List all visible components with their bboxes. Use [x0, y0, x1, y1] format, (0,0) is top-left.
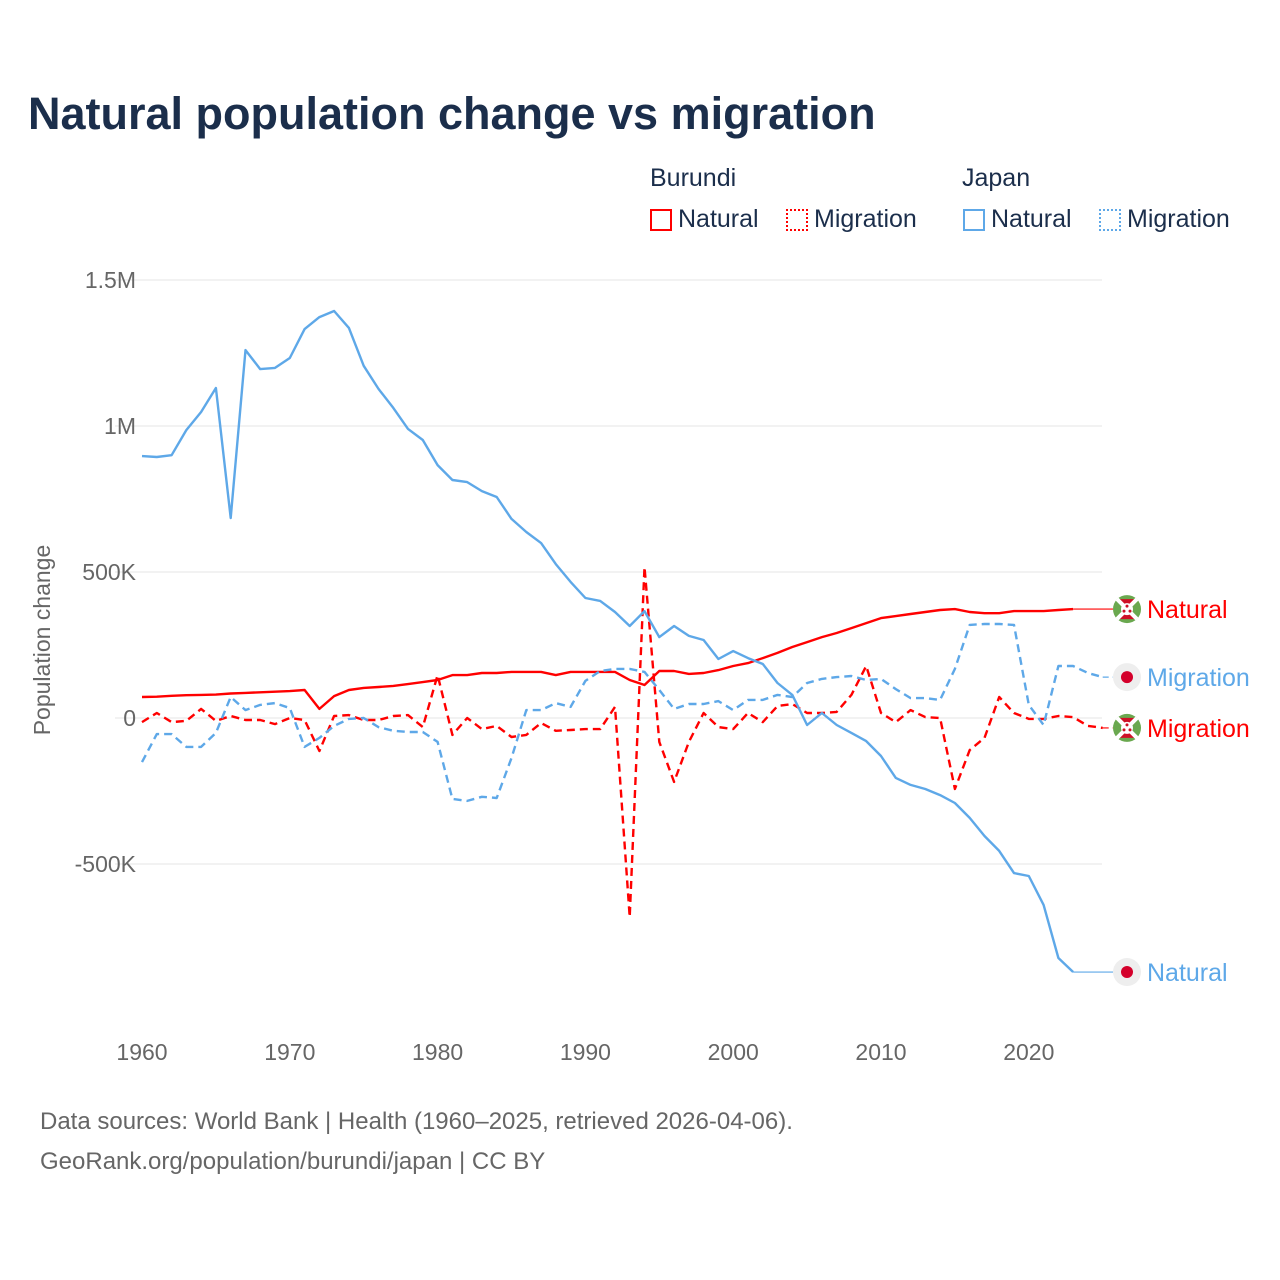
legend-japan-migration[interactable]: Migration	[1099, 205, 1230, 234]
legend-group-burundi: Burundi	[650, 164, 737, 192]
legend-burundi-migration[interactable]: Migration	[786, 205, 917, 234]
legend-group-japan: Japan	[962, 164, 1031, 192]
japan-flag-icon	[1113, 958, 1141, 987]
y-tick-label: 1M	[104, 413, 136, 439]
flag-star	[1125, 604, 1129, 608]
x-tick-label: 1970	[264, 1039, 315, 1065]
end-label-japan-migration: Migration	[1147, 664, 1250, 692]
x-tick-label: 1980	[412, 1039, 463, 1065]
x-tick-label: 2000	[708, 1039, 759, 1065]
flag-star	[1122, 728, 1126, 732]
end-label-japan-natural: Natural	[1147, 959, 1228, 987]
footer-source: Data sources: World Bank | Health (1960–…	[40, 1108, 793, 1135]
y-tick-label: 1.5M	[85, 267, 136, 293]
flag-sun	[1121, 966, 1133, 979]
chart-title: Natural population change vs migration	[28, 88, 876, 139]
legend-swatch-solid-red	[650, 208, 672, 231]
x-tick-label: 2020	[1003, 1039, 1054, 1065]
footer-link[interactable]: GeoRank.org/population/burundi/japan | C…	[40, 1148, 546, 1175]
legend-burundi-natural[interactable]: Natural	[650, 205, 759, 234]
japan-flag-icon	[1113, 663, 1141, 692]
end-label-burundi-natural: Natural	[1147, 596, 1228, 624]
legend-label: Natural	[678, 205, 759, 233]
flag-star	[1125, 723, 1129, 727]
series-line-burundi-natural	[141, 607, 1074, 711]
x-tick-label: 1960	[116, 1039, 167, 1065]
flag-star	[1128, 609, 1132, 613]
y-tick-label: -500K	[75, 851, 137, 877]
legend-japan-natural[interactable]: Natural	[963, 205, 1072, 234]
legend-label: Natural	[991, 205, 1072, 233]
y-tick-label: 0	[123, 705, 136, 731]
flag-star	[1128, 728, 1132, 732]
legend-swatch-dotted-red	[786, 208, 808, 231]
burundi-flag-icon	[1113, 595, 1141, 624]
series-line-japan-migration	[140, 622, 1104, 803]
x-tick-label: 1990	[560, 1039, 611, 1065]
end-label-burundi-migration: Migration	[1147, 715, 1250, 743]
flag-star	[1122, 609, 1126, 613]
x-tick-label: 2010	[855, 1039, 906, 1065]
series-line-japan-natural	[141, 309, 1074, 973]
legend-swatch-solid-blue	[963, 208, 985, 231]
legend-label: Migration	[1127, 205, 1230, 233]
flag-sun	[1121, 671, 1133, 684]
burundi-flag-icon	[1113, 713, 1141, 742]
legend-label: Migration	[814, 205, 917, 233]
legend-swatch-dotted-blue	[1099, 208, 1121, 231]
y-axis-label: Population change	[29, 545, 55, 736]
y-tick-label: 500K	[82, 559, 136, 585]
